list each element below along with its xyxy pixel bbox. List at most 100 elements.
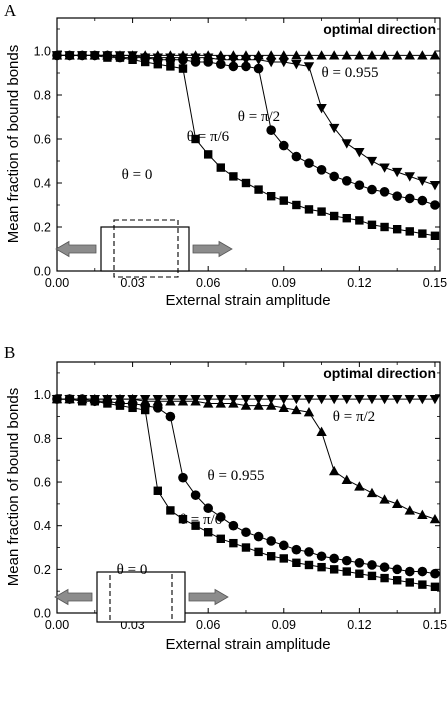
data-point xyxy=(266,552,276,561)
data-point xyxy=(240,394,252,405)
data-point xyxy=(404,193,415,204)
curve-label: θ = 0 xyxy=(122,167,153,183)
data-point xyxy=(253,531,264,542)
x-tick-label: 0.15 xyxy=(423,618,447,632)
data-point xyxy=(317,562,326,572)
data-point xyxy=(216,163,225,172)
data-point xyxy=(366,156,378,167)
y-tick-label: 0.2 xyxy=(34,563,51,577)
data-point xyxy=(202,50,214,60)
data-point xyxy=(304,158,314,168)
series-line xyxy=(57,398,436,520)
data-point xyxy=(367,220,377,229)
data-point xyxy=(430,231,440,240)
data-point xyxy=(429,50,441,60)
data-point xyxy=(291,151,302,162)
x-tick-label: 0.00 xyxy=(45,618,69,632)
data-point xyxy=(329,171,339,182)
data-point xyxy=(417,176,428,186)
data-point xyxy=(254,547,263,557)
data-point xyxy=(229,172,238,181)
y-axis-title: Mean fraction of bound bonds xyxy=(5,45,22,243)
data-point xyxy=(228,520,239,531)
series-line xyxy=(57,54,436,237)
y-tick-label: 0.4 xyxy=(34,519,51,533)
data-point xyxy=(429,181,441,191)
data-point xyxy=(391,498,403,509)
data-point xyxy=(379,494,390,504)
data-point xyxy=(279,554,288,563)
data-point xyxy=(404,394,415,405)
panel-label: A xyxy=(4,1,17,20)
curve-label: θ = 0.955 xyxy=(208,468,265,484)
data-point xyxy=(292,200,301,210)
data-point xyxy=(341,555,352,566)
data-point xyxy=(203,150,213,159)
data-point xyxy=(165,394,176,405)
series-line xyxy=(57,398,436,588)
data-point xyxy=(76,394,88,405)
data-point xyxy=(429,394,441,405)
data-point xyxy=(430,200,440,210)
data-point xyxy=(152,394,163,405)
data-point xyxy=(303,394,315,405)
data-point xyxy=(266,125,276,135)
data-point xyxy=(392,576,402,585)
data-point xyxy=(328,394,340,405)
data-point xyxy=(355,216,364,225)
data-point xyxy=(203,528,213,537)
data-point xyxy=(304,205,314,214)
data-point xyxy=(341,50,352,60)
data-point xyxy=(177,394,189,405)
data-point xyxy=(316,165,327,175)
plot-frame xyxy=(56,17,441,272)
data-point xyxy=(241,527,251,538)
data-point xyxy=(303,407,315,417)
data-point xyxy=(102,50,113,60)
data-point xyxy=(405,227,414,236)
data-point xyxy=(253,50,264,60)
data-point xyxy=(316,394,327,405)
y-tick-label: 0.8 xyxy=(34,432,51,446)
data-point xyxy=(215,50,226,60)
data-point xyxy=(291,404,302,415)
data-point xyxy=(229,538,238,548)
data-point xyxy=(404,505,415,515)
data-point xyxy=(367,571,377,581)
data-point xyxy=(379,562,390,572)
data-point xyxy=(178,514,188,524)
data-point xyxy=(366,50,378,60)
data-point xyxy=(191,134,200,144)
data-point xyxy=(291,60,302,70)
panel-label: B xyxy=(4,343,15,362)
data-point xyxy=(241,543,251,552)
data-point xyxy=(392,225,402,234)
data-point xyxy=(203,503,213,514)
series-triangle-up xyxy=(51,393,441,524)
data-point xyxy=(190,490,201,500)
data-point xyxy=(278,394,289,405)
y-tick-label: 1.0 xyxy=(34,388,51,402)
data-point xyxy=(391,394,403,405)
data-point xyxy=(51,394,63,405)
data-point xyxy=(278,50,289,60)
data-point xyxy=(278,402,289,412)
data-point xyxy=(292,558,301,567)
data-point xyxy=(303,62,315,72)
data-point xyxy=(329,211,339,221)
data-point xyxy=(380,222,389,232)
data-point xyxy=(417,394,428,405)
data-point xyxy=(89,394,100,405)
x-tick-label: 0.09 xyxy=(272,618,296,632)
data-point xyxy=(379,394,390,405)
data-point xyxy=(265,57,277,68)
data-point xyxy=(240,50,252,60)
data-point xyxy=(366,394,378,405)
data-point xyxy=(417,566,428,577)
data-point xyxy=(228,61,239,72)
data-point xyxy=(379,163,390,173)
optimal-direction-note: optimal direction xyxy=(323,365,436,381)
data-point xyxy=(342,567,351,576)
data-point xyxy=(278,140,289,151)
curve-label: θ = π/6 xyxy=(180,512,223,528)
